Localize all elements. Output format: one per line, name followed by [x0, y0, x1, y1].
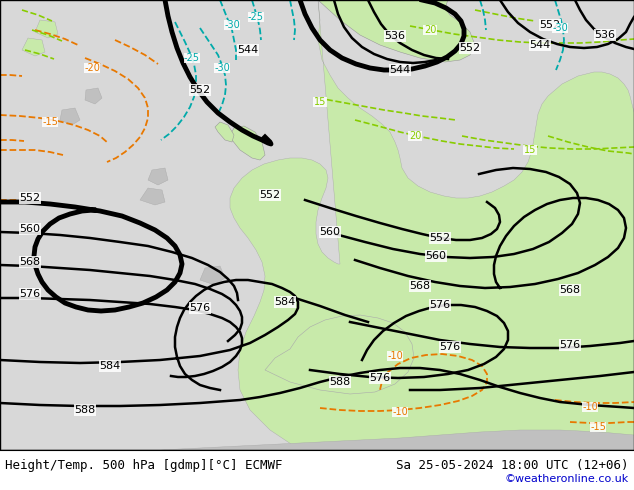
Text: -20: -20	[84, 63, 100, 73]
Text: 544: 544	[389, 65, 411, 75]
Polygon shape	[60, 108, 80, 125]
Text: -25: -25	[248, 12, 264, 22]
Text: 552: 552	[540, 20, 560, 30]
Text: -15: -15	[590, 422, 606, 432]
Text: 552: 552	[460, 43, 481, 53]
Text: 536: 536	[384, 31, 406, 41]
Text: 560: 560	[425, 251, 446, 261]
Text: 576: 576	[20, 289, 41, 299]
Text: 544: 544	[529, 40, 550, 50]
Text: 576: 576	[559, 340, 581, 350]
Polygon shape	[85, 88, 102, 104]
Polygon shape	[0, 430, 634, 450]
Polygon shape	[148, 168, 168, 185]
Polygon shape	[318, 0, 475, 62]
Text: 576: 576	[370, 373, 391, 383]
Text: 20: 20	[409, 131, 421, 141]
Text: 576: 576	[429, 300, 451, 310]
Text: 568: 568	[410, 281, 430, 291]
Text: 568: 568	[559, 285, 581, 295]
Text: 552: 552	[259, 190, 281, 200]
Polygon shape	[140, 188, 165, 205]
Text: -10: -10	[387, 351, 403, 361]
Text: 568: 568	[20, 257, 41, 267]
Polygon shape	[215, 122, 234, 142]
Text: 584: 584	[100, 361, 120, 371]
Text: 544: 544	[237, 45, 259, 55]
Text: 552: 552	[20, 193, 41, 203]
Text: 15: 15	[524, 145, 536, 155]
Text: 576: 576	[190, 303, 210, 313]
Polygon shape	[230, 0, 634, 450]
Text: -30: -30	[214, 63, 230, 73]
Text: 20: 20	[424, 25, 436, 35]
Polygon shape	[35, 20, 58, 38]
Polygon shape	[200, 266, 225, 285]
Text: ©weatheronline.co.uk: ©weatheronline.co.uk	[505, 474, 629, 484]
Text: 15: 15	[314, 97, 326, 107]
Text: Sa 25-05-2024 18:00 UTC (12+06): Sa 25-05-2024 18:00 UTC (12+06)	[396, 459, 629, 471]
Text: -10: -10	[392, 407, 408, 417]
Text: 576: 576	[439, 342, 460, 352]
Text: 536: 536	[595, 30, 616, 40]
Text: 560: 560	[320, 227, 340, 237]
Text: 560: 560	[20, 224, 41, 234]
Text: -15: -15	[42, 117, 58, 127]
Text: -30: -30	[552, 23, 568, 33]
Bar	[0, 450, 634, 490]
Text: 552: 552	[429, 233, 451, 243]
Text: Height/Temp. 500 hPa [gdmp][°C] ECMWF: Height/Temp. 500 hPa [gdmp][°C] ECMWF	[5, 459, 283, 471]
Polygon shape	[265, 315, 414, 394]
Text: 588: 588	[74, 405, 96, 415]
Text: -25: -25	[184, 53, 200, 63]
Text: 552: 552	[190, 85, 210, 95]
Text: -10: -10	[582, 402, 598, 412]
Text: 584: 584	[275, 297, 295, 307]
Polygon shape	[230, 126, 265, 160]
Polygon shape	[22, 38, 45, 56]
Text: 588: 588	[330, 377, 351, 387]
Text: -30: -30	[224, 20, 240, 30]
